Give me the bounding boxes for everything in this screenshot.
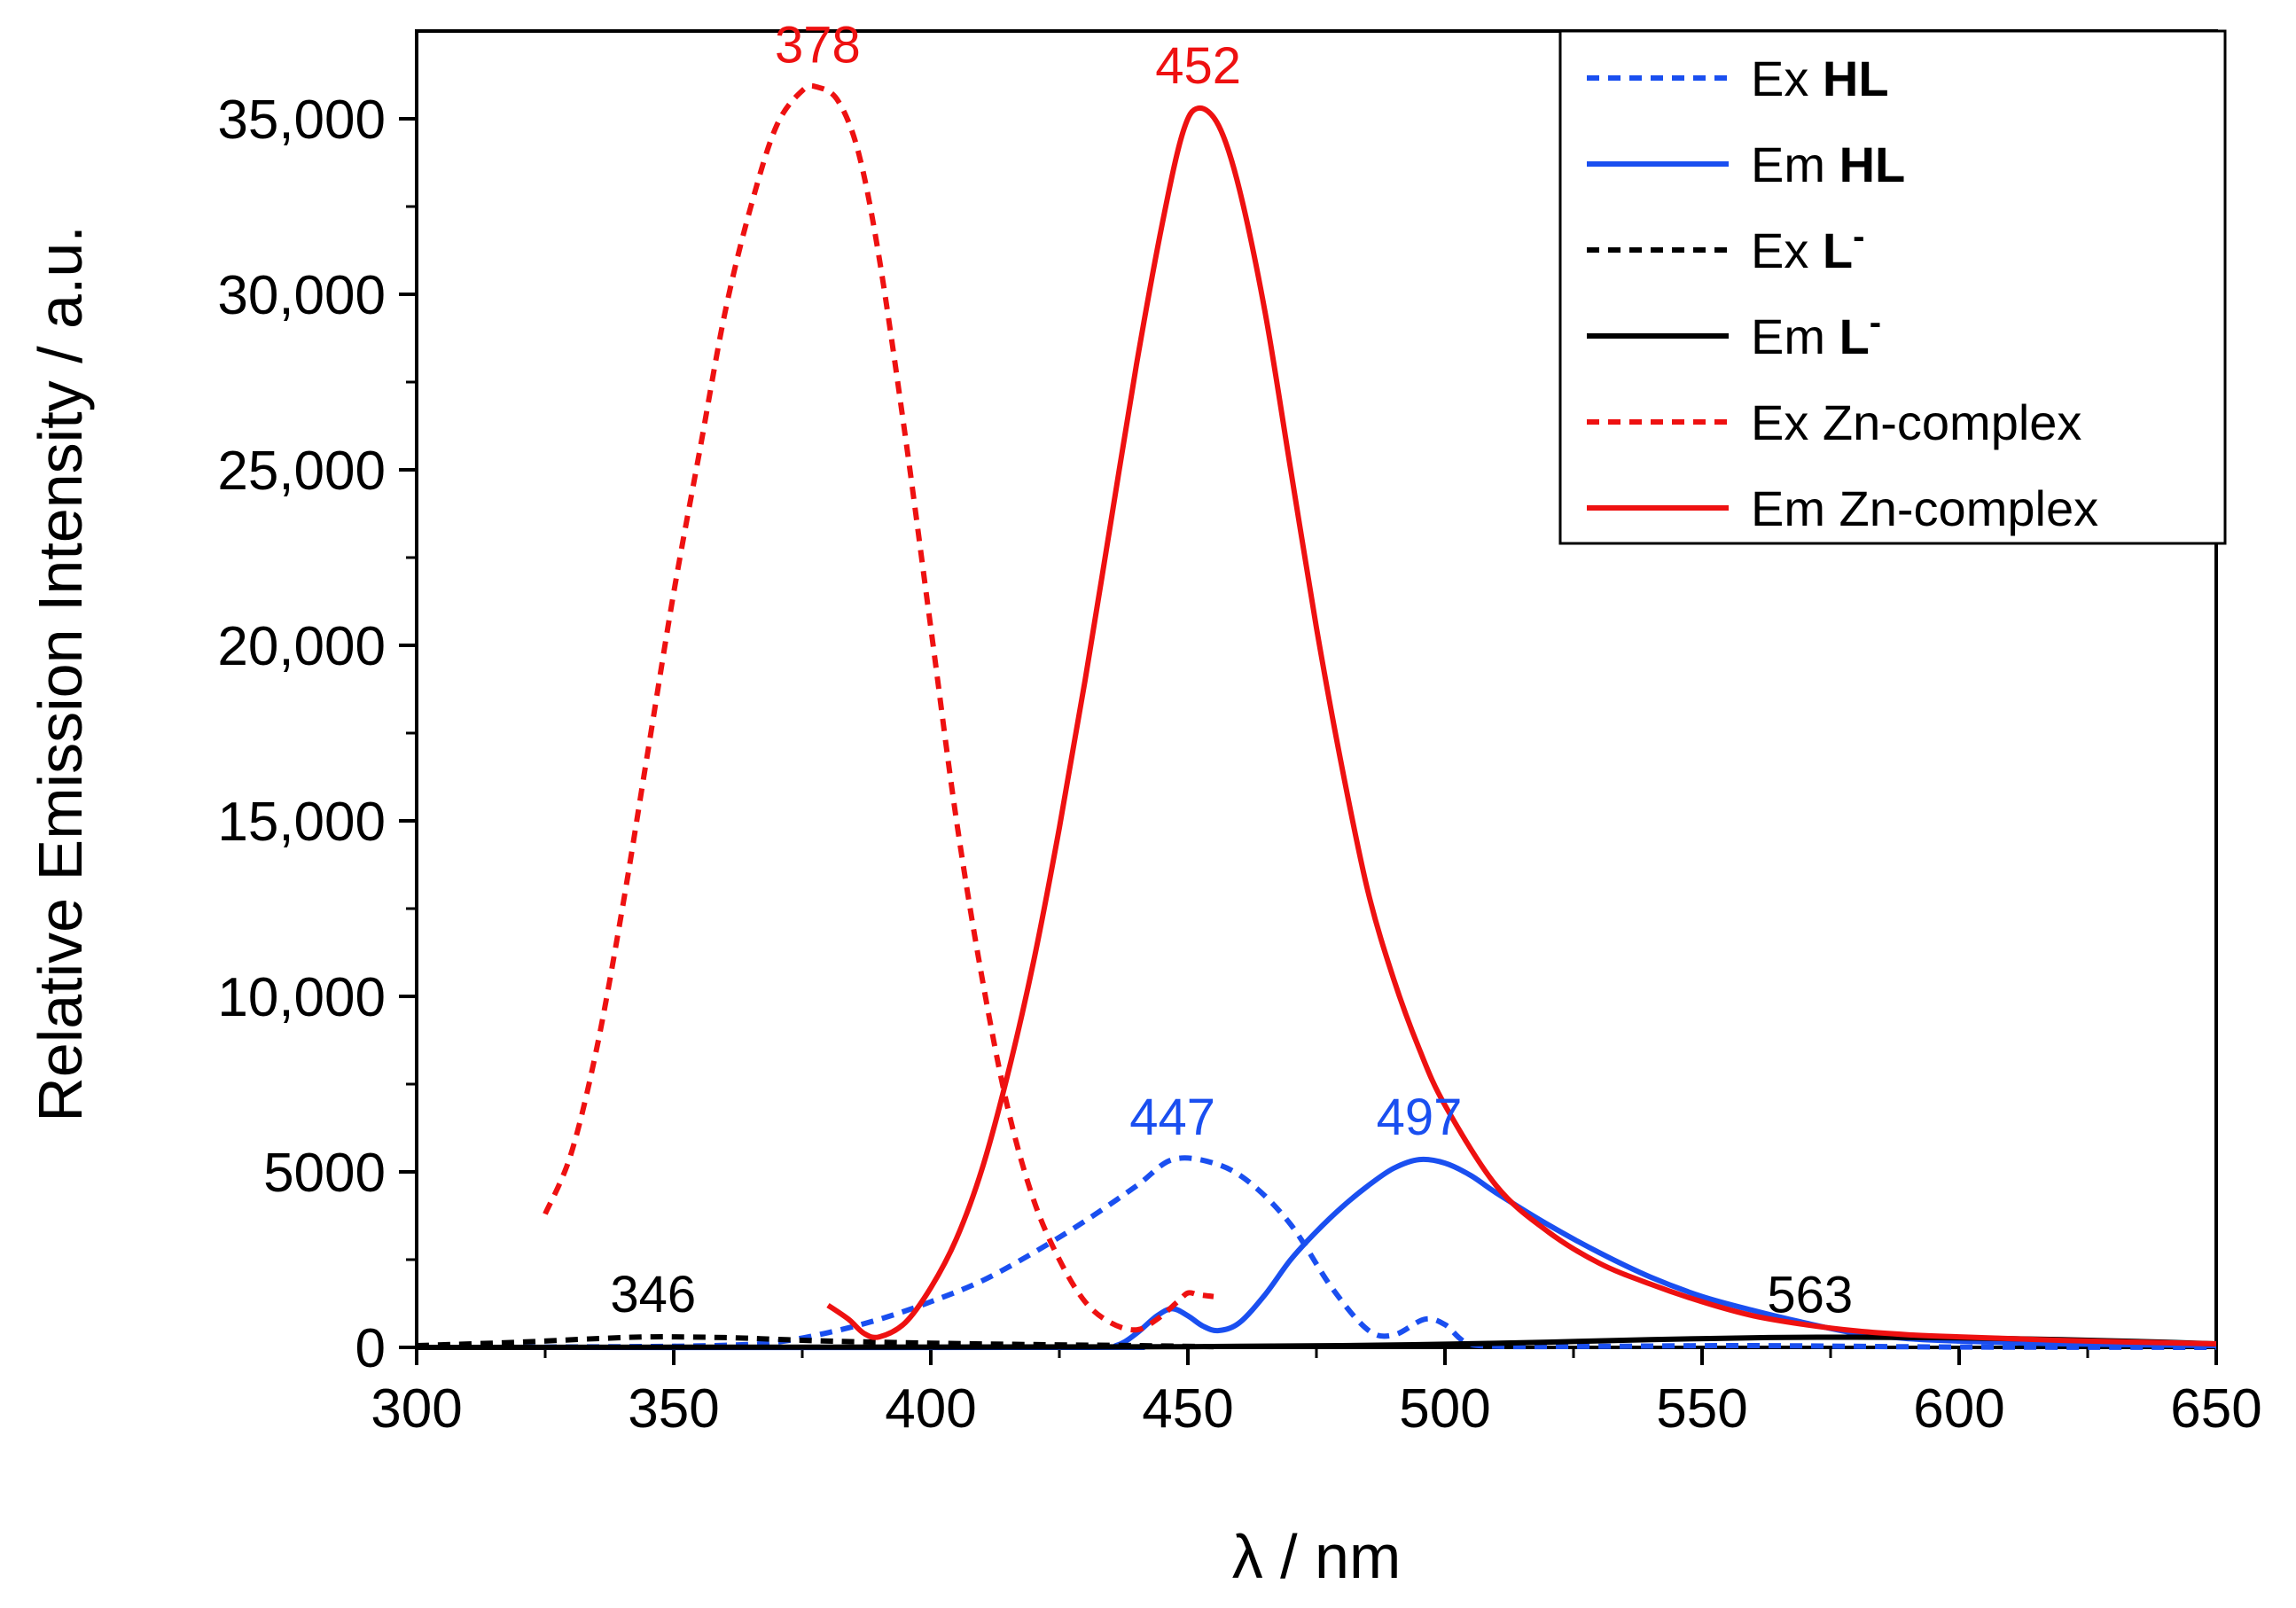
series-line-em-zn bbox=[826, 105, 2217, 1347]
y-tick-label: 0 bbox=[355, 1318, 386, 1379]
legend-label-ex-l: Ex L- bbox=[1751, 217, 1864, 278]
legend-label-em-zn: Em Zn-complex bbox=[1751, 480, 2098, 536]
peak-label: 563 bbox=[1767, 1267, 1853, 1324]
x-tick-label: 350 bbox=[628, 1378, 719, 1440]
legend: Ex HL Em HL Ex L- Em L- Ex Zn-complex Em Zn-c… bbox=[1558, 29, 2227, 545]
x-tick-label: 400 bbox=[885, 1378, 976, 1440]
legend-box bbox=[1558, 29, 2227, 545]
x-tick-label: 450 bbox=[1142, 1378, 1233, 1440]
y-tick-label: 10,000 bbox=[217, 967, 386, 1028]
series-layer bbox=[416, 82, 2217, 1351]
series-line-ex-zn bbox=[543, 82, 1214, 1333]
peak-label: 452 bbox=[1155, 37, 1241, 95]
x-tick-label: 600 bbox=[1913, 1378, 2004, 1440]
legend-bold-part: L bbox=[1823, 222, 1853, 278]
peak-label: 497 bbox=[1377, 1089, 1463, 1146]
peak-label: 346 bbox=[610, 1266, 696, 1323]
peak-annotations: 378 452 447 497 346 563 bbox=[610, 16, 1853, 1323]
legend-superscript: - bbox=[1870, 303, 1881, 342]
y-tick-label: 20,000 bbox=[217, 616, 386, 677]
series-line-ex-l bbox=[416, 1334, 1214, 1350]
x-tick-label: 550 bbox=[1656, 1378, 1747, 1440]
peak-label: 378 bbox=[775, 16, 861, 74]
legend-label-ex-hl: Ex HL bbox=[1751, 51, 1889, 106]
y-axis-ticks: 0 5000 10,000 15,000 20,000 25,000 30,000 35,00… bbox=[217, 90, 417, 1379]
legend-superscript: - bbox=[1853, 217, 1864, 256]
x-tick-label: 300 bbox=[371, 1378, 462, 1440]
legend-label-ex-zn: Ex Zn-complex bbox=[1751, 394, 2081, 450]
y-tick-label: 30,000 bbox=[217, 265, 386, 326]
x-axis-ticks: 300 350 400 450 500 550 600 650 bbox=[371, 1347, 2262, 1440]
y-tick-label: 35,000 bbox=[217, 90, 386, 151]
legend-label-em-l: Em L- bbox=[1751, 303, 1881, 364]
series-line-ex-hl bbox=[416, 1155, 2217, 1350]
peak-label: 447 bbox=[1129, 1089, 1215, 1146]
x-axis-title: λ / nm bbox=[1232, 1522, 1402, 1591]
y-tick-label: 15,000 bbox=[217, 792, 386, 853]
legend-bold-part: HL bbox=[1823, 51, 1889, 106]
x-tick-label: 650 bbox=[2170, 1378, 2261, 1440]
y-tick-label: 25,000 bbox=[217, 441, 386, 502]
legend-label-em-hl: Em HL bbox=[1751, 137, 1905, 192]
y-axis-title: Relative Emission Intensity / a.u. bbox=[26, 225, 95, 1122]
legend-bold-part: HL bbox=[1839, 137, 1906, 192]
legend-bold-part: L bbox=[1839, 308, 1870, 364]
y-tick-label: 5000 bbox=[263, 1143, 386, 1204]
x-tick-label: 500 bbox=[1399, 1378, 1490, 1440]
